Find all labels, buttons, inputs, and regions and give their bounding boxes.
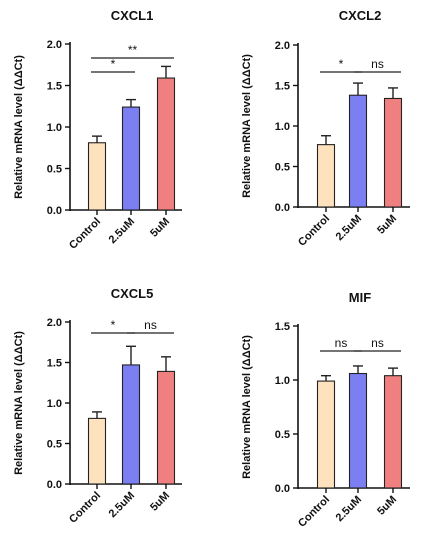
bar-2.5um xyxy=(348,94,368,208)
y-tick-label: 0.5 xyxy=(275,162,290,174)
chart-panel-mif: MIF Relative mRNA level (ΔΔCt) 0.0 0.5 1.0 1.… xyxy=(241,290,410,530)
bar-2.5um xyxy=(121,364,141,485)
y-tick-label: 1.0 xyxy=(275,375,290,387)
bar-5um xyxy=(156,77,176,211)
y-tick-label: 2.0 xyxy=(47,39,62,51)
y-tick-label: 0.0 xyxy=(275,202,290,214)
y-tick-label: 2.0 xyxy=(275,40,290,52)
x-tick-label: 2.5uM xyxy=(334,213,365,244)
y-tick-label: 0.5 xyxy=(47,164,62,176)
bar-5um xyxy=(156,370,176,485)
bar-control xyxy=(316,144,336,208)
bar-control xyxy=(316,380,336,489)
bar-5um xyxy=(383,375,403,489)
significance-label: * xyxy=(111,318,116,332)
x-tick-label: 2.5uM xyxy=(334,494,365,525)
x-tick-label: 5uM xyxy=(375,494,399,518)
y-tick-label: 1.5 xyxy=(47,81,62,93)
x-tick-label: 5uM xyxy=(148,216,172,240)
y-tick-label: 0.5 xyxy=(47,439,62,451)
chart-panel-cxcl5: CXCL5 Relative mRNA level (ΔΔCt) 0.0 0.5 1.0… xyxy=(13,286,182,526)
x-tick-label: 5uM xyxy=(148,490,172,514)
y-axis-label: Relative mRNA level (ΔΔCt) xyxy=(241,335,253,479)
bar-control xyxy=(87,142,107,211)
y-axis-label: Relative mRNA level (ΔΔCt) xyxy=(13,55,25,199)
y-tick-label: 2.0 xyxy=(47,317,62,329)
x-tick-label: 2.5uM xyxy=(107,490,138,521)
x-tick-label: Control xyxy=(296,494,332,530)
bar-2.5um xyxy=(348,372,368,489)
x-tick-label: Control xyxy=(296,213,332,249)
y-tick-label: 1.5 xyxy=(47,358,62,370)
bar-2.5um xyxy=(121,106,141,211)
y-tick-label: 1.0 xyxy=(47,122,62,134)
y-tick-label: 1.5 xyxy=(275,81,290,93)
x-tick-label: Control xyxy=(67,216,103,252)
chart-title: CXCL1 xyxy=(111,8,154,23)
y-tick-label: 0.0 xyxy=(275,483,290,495)
x-tick-label: 5uM xyxy=(375,213,399,237)
chart-panel-cxcl1: CXCL1 Relative mRNA level (ΔΔCt) 0.0 0.5 1.0… xyxy=(13,8,182,252)
y-tick-label: 0.0 xyxy=(47,205,62,217)
x-tick-label: 2.5uM xyxy=(107,216,138,247)
significance-label: ns xyxy=(371,336,384,350)
chart-title: CXCL2 xyxy=(339,8,382,23)
significance-label: ns xyxy=(371,57,384,71)
significance-label: * xyxy=(111,57,116,71)
significance-label: ns xyxy=(144,318,157,332)
y-tick-label: 1.0 xyxy=(275,121,290,133)
x-tick-label: Control xyxy=(67,490,103,526)
chart-title: MIF xyxy=(349,290,371,305)
chart-title: CXCL5 xyxy=(111,286,154,301)
significance-label: ns xyxy=(335,336,348,350)
significance-label: * xyxy=(339,57,344,71)
y-axis-label: Relative mRNA level (ΔΔCt) xyxy=(13,331,25,475)
y-tick-label: 0.5 xyxy=(275,429,290,441)
y-tick-label: 1.5 xyxy=(275,321,290,333)
y-axis-label: Relative mRNA level (ΔΔCt) xyxy=(241,54,253,198)
y-tick-label: 1.0 xyxy=(47,398,62,410)
bar-5um xyxy=(383,97,403,208)
significance-label: ** xyxy=(128,43,138,57)
bar-control xyxy=(87,417,107,485)
y-tick-label: 0.0 xyxy=(47,479,62,491)
chart-panel-cxcl2: CXCL2 Relative mRNA level (ΔΔCt) 0.0 0.5 1.0… xyxy=(241,8,410,249)
